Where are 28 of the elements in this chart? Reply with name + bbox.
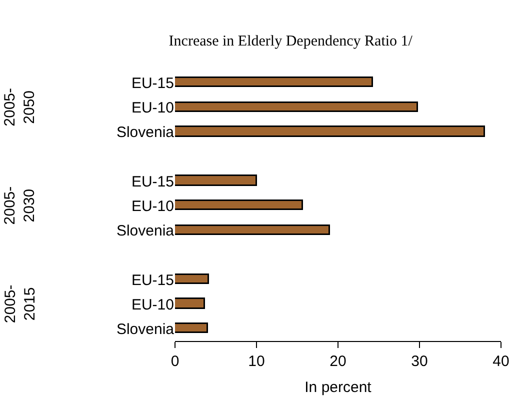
- x-axis-title: In percent: [304, 379, 372, 396]
- y-tick-label: Slovenia: [116, 320, 175, 338]
- bar: [175, 274, 209, 284]
- text: 2005-2030: [1, 186, 38, 225]
- y-tick-label: EU-10: [131, 100, 174, 117]
- x-tick-label: 40: [492, 353, 510, 370]
- bar: [175, 102, 418, 112]
- bar: [175, 298, 205, 309]
- bar: [175, 200, 303, 210]
- bar: [175, 224, 330, 235]
- y-tick-label: EU-15: [131, 173, 174, 190]
- x-tick-label: 0: [170, 353, 180, 370]
- y-tick-label: EU-10: [131, 198, 174, 215]
- y-tick-label: Slovenia: [116, 124, 175, 142]
- bar: [175, 76, 373, 87]
- y-tick-label: EU-15: [131, 272, 174, 289]
- y-tick-label: EU-15: [131, 75, 174, 92]
- x-tick-label: 10: [248, 353, 265, 370]
- chart-title: Increase in Elderly Dependency Ratio 1/: [168, 34, 414, 50]
- text: 2005-2015: [2, 284, 38, 324]
- x-tick-label: 30: [411, 353, 428, 370]
- text: 2005-2050: [2, 88, 38, 126]
- y-tick-label: EU-10: [131, 296, 174, 314]
- x-tick-label: 20: [330, 353, 346, 370]
- bar: [175, 126, 485, 137]
- bar: [175, 322, 208, 333]
- y-tick-label: Slovenia: [116, 222, 175, 240]
- bar: [175, 174, 257, 186]
